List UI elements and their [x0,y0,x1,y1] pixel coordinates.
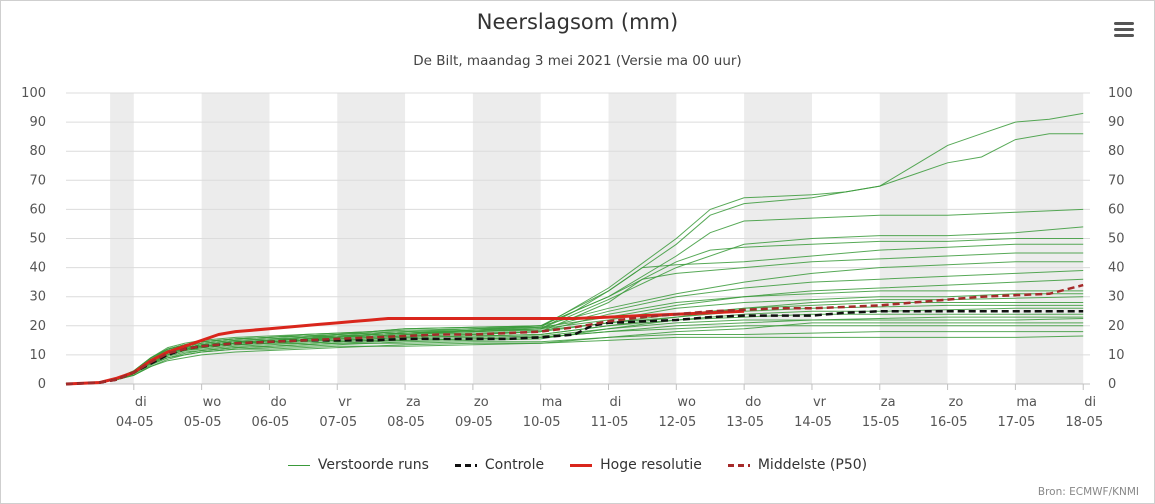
y-tick-right-0: 0 [1108,377,1116,392]
legend-symbol-controle [454,463,477,467]
x-tick-day-10: vr [813,395,827,410]
x-tick-day-2: do [270,395,286,410]
y-tick-left-70: 70 [29,173,46,188]
x-tick-date-11: 15-05 [862,415,900,430]
y-tick-right-40: 40 [1108,261,1125,276]
x-tick-date-4: 08-05 [387,415,425,430]
y-tick-left-50: 50 [29,232,46,247]
main-series [65,283,1084,386]
ensemble-run-21 [65,133,1084,385]
hamburger-menu-icon[interactable] [1112,20,1136,40]
series-hoge-resolutie [65,309,745,386]
x-tick-day-9: do [745,395,761,410]
legend-item-controle[interactable]: Controle [454,457,545,473]
y-tick-left-60: 60 [29,202,46,217]
x-tick-date-3: 07-05 [319,415,357,430]
x-tick-day-3: vr [338,395,352,410]
legend-symbol-middelste [727,463,750,467]
y-tick-right-30: 30 [1108,290,1125,305]
x-tick-date-13: 17-05 [998,415,1036,430]
x-tick-day-14: di [1084,395,1096,410]
y-axis-left: 0 10 20 30 40 50 60 70 80 90 100 [21,86,46,392]
y-tick-right-20: 20 [1108,319,1125,334]
y-tick-right-50: 50 [1108,232,1125,247]
x-tick-date-9: 13-05 [726,415,764,430]
legend-symbol-hoge-resolutie [570,463,593,467]
y-tick-right-100: 100 [1108,86,1133,101]
x-tick-date-1: 05-05 [184,415,222,430]
x-tick-day-8: wo [677,395,696,410]
x-axis: di 04-05 wo 05-05 do 06-05 vr 07-05 za 08-05 zo 09-… [116,395,1103,430]
source-credit: Bron: ECMWF/KNMI [1037,486,1139,498]
legend-item-hoge-resolutie[interactable]: Hoge resolutie [570,457,702,473]
legend-label-hoge-resolutie: Hoge resolutie [600,457,702,473]
y-tick-left-40: 40 [29,261,46,276]
legend-label-controle: Controle [484,457,545,473]
x-tick-day-11: za [881,395,896,410]
x-tick-date-2: 06-05 [252,415,290,430]
x-tick-day-4: za [406,395,421,410]
y-tick-right-80: 80 [1108,144,1125,159]
ensemble-run-3 [65,322,1084,385]
x-tick-date-6: 10-05 [523,415,561,430]
y-tick-right-90: 90 [1108,115,1125,130]
x-tick-date-7: 11-05 [591,415,629,430]
x-tick-date-12: 16-05 [930,415,968,430]
legend-label-ensemble: Verstoorde runs [317,457,429,473]
legend-label-middelste: Middelste (P50) [757,457,868,473]
y-tick-left-100: 100 [21,86,46,101]
x-tick-day-1: wo [203,395,222,410]
x-tick-date-0: 04-05 [116,415,154,430]
x-tick-date-10: 14-05 [794,415,832,430]
x-tick-day-13: ma [1016,395,1037,410]
y-tick-left-20: 20 [29,319,46,334]
y-tick-left-30: 30 [29,290,46,305]
x-tick-day-12: zo [949,395,964,410]
y-tick-right-10: 10 [1108,348,1125,363]
legend-item-ensemble[interactable]: Verstoorde runs [287,457,429,473]
legend-item-middelste[interactable]: Middelste (P50) [727,457,868,473]
ensemble-run-7 [65,307,1084,385]
series-middelste-p50 [65,283,1084,386]
legend-symbol-ensemble [287,464,310,466]
x-tick-day-5: zo [474,395,489,410]
y-tick-left-0: 0 [38,377,46,392]
y-tick-left-90: 90 [29,115,46,130]
y-tick-left-10: 10 [29,348,46,363]
y-tick-right-60: 60 [1108,202,1125,217]
x-tick-date-5: 09-05 [455,415,493,430]
y-tick-left-80: 80 [29,144,46,159]
chart-title: Neerslagsom (mm) [476,10,679,34]
y-tick-right-70: 70 [1108,173,1125,188]
x-tick-day-0: di [135,395,147,410]
chart-subtitle: De Bilt, maandag 3 mei 2021 (Versie ma 0… [413,53,742,69]
y-axis-right: 0 10 20 30 40 50 60 70 80 90 100 [1108,86,1133,392]
x-tick-day-6: ma [542,395,563,410]
legend: Verstoorde runs Controle Hoge resolutie … [0,457,1155,473]
x-tick-day-7: di [610,395,622,410]
x-tick-date-8: 12-05 [658,415,696,430]
x-tick-date-14: 18-05 [1065,415,1103,430]
